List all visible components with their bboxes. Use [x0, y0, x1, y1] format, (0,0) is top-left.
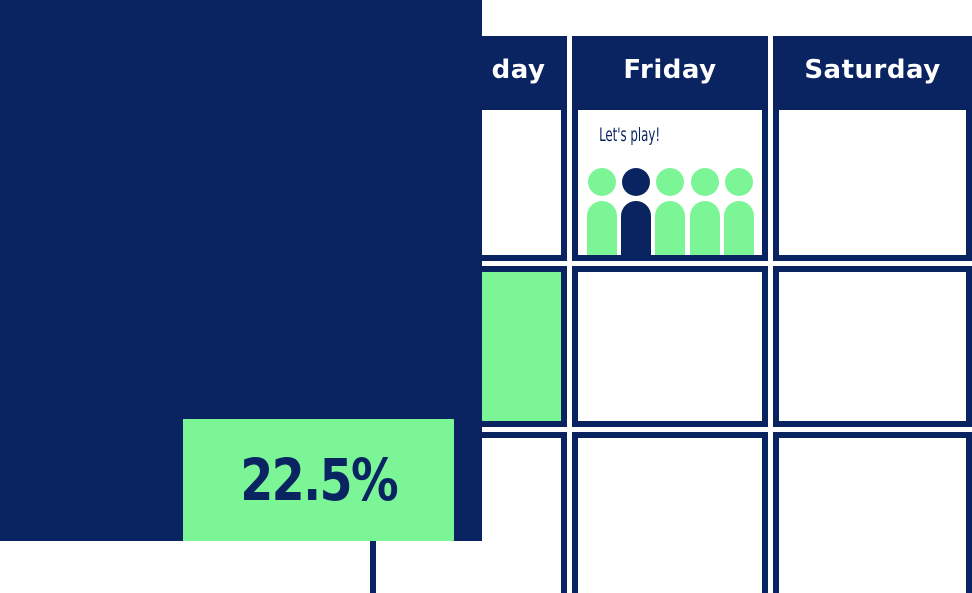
header-label: Friday [623, 55, 717, 85]
person-icon-highlighted [621, 168, 651, 255]
stat-value: 22.5% [240, 446, 398, 514]
calendar-cell [572, 266, 768, 427]
header-label: day [491, 55, 546, 85]
calendar-cell [572, 432, 768, 593]
calendar-cell [773, 266, 972, 427]
header-label: Saturday [804, 55, 941, 85]
event-label: Let's play! [599, 124, 661, 146]
calendar-cell-event: Let's play! [572, 104, 768, 261]
person-icon [690, 168, 720, 255]
header-friday: Friday [572, 36, 768, 104]
stat-badge: 22.5% [183, 419, 454, 541]
person-icon [655, 168, 685, 255]
calendar-cell [773, 104, 972, 261]
header-saturday: Saturday [773, 36, 972, 104]
person-icon [724, 168, 754, 255]
calendar-cell [773, 432, 972, 593]
person-icon [587, 168, 617, 255]
